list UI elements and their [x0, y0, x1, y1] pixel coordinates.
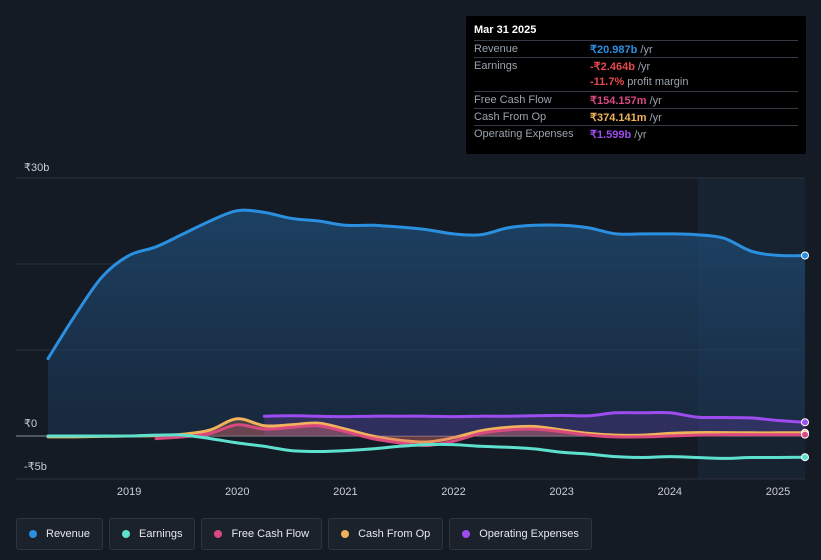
- legend-item-earnings[interactable]: Earnings: [109, 518, 196, 550]
- tooltip-label: Revenue: [474, 43, 519, 55]
- legend-item-operating-expenses[interactable]: Operating Expenses: [449, 518, 592, 550]
- tooltip-row-cfo: Cash From Op ₹374.141m /yr: [474, 108, 798, 126]
- earnings-end-marker: [801, 453, 809, 462]
- tooltip-row-fcf: Free Cash Flow ₹154.157m /yr: [474, 91, 798, 109]
- x-tick-label: 2020: [225, 486, 249, 498]
- legend-dot-icon: [122, 530, 131, 538]
- tooltip-label: Cash From Op: [474, 111, 547, 123]
- tooltip-value: ₹374.141m /yr: [590, 112, 662, 124]
- y-axis: ₹30b ₹0 -₹5b: [24, 162, 49, 473]
- legend-dot-icon: [29, 530, 37, 538]
- tooltip-value: ₹20.987b /yr: [590, 44, 653, 56]
- y-tick-label-bottom: -₹5b: [24, 461, 47, 473]
- tooltip-row-revenue: Revenue ₹20.987b /yr: [474, 40, 798, 58]
- operating-expenses-end-marker: [801, 418, 809, 427]
- tooltip-value: -₹2.464b /yr: [590, 61, 651, 73]
- tooltip-label: Free Cash Flow: [474, 94, 552, 106]
- x-axis: 2019 2020 2021 2022 2023 2024 2025: [117, 486, 790, 498]
- operating-expenses-area: [264, 412, 805, 436]
- tooltip-value: ₹154.157m /yr: [590, 95, 662, 107]
- legend: Revenue Earnings Free Cash Flow Cash Fro…: [16, 518, 592, 550]
- revenue-area: [48, 210, 805, 436]
- legend-dot-icon: [462, 530, 471, 538]
- x-tick-label: 2025: [766, 486, 790, 498]
- legend-label: Cash From Op: [358, 528, 431, 540]
- tooltip-panel: Mar 31 2025 Revenue ₹20.987b /yr Earning…: [466, 16, 806, 154]
- legend-item-free-cash-flow[interactable]: Free Cash Flow: [201, 518, 323, 550]
- tooltip-label: Operating Expenses: [474, 128, 574, 140]
- x-tick-label: 2023: [549, 486, 573, 498]
- tooltip-value: ₹1.599b /yr: [590, 129, 647, 141]
- revenue-end-marker: [801, 251, 809, 260]
- legend-label: Free Cash Flow: [231, 528, 310, 540]
- x-tick-label: 2024: [658, 486, 682, 498]
- operating-expenses-line: [262, 410, 807, 424]
- tooltip-value: -11.7% profit margin: [590, 76, 689, 88]
- y-tick-label-zero: ₹0: [24, 418, 37, 430]
- legend-dot-icon: [214, 530, 223, 538]
- free-cash-flow-area: [156, 424, 806, 446]
- legend-label: Earnings: [139, 528, 183, 540]
- legend-label: Operating Expenses: [479, 528, 579, 540]
- tooltip-row-opex: Operating Expenses ₹1.599b /yr: [474, 125, 798, 143]
- legend-item-cash-from-op[interactable]: Cash From Op: [328, 518, 444, 550]
- revenue-line: [46, 208, 807, 361]
- legend-label: Revenue: [46, 528, 91, 540]
- tooltip-label: Earnings: [474, 60, 518, 72]
- x-tick-label: 2019: [117, 486, 141, 498]
- legend-item-revenue[interactable]: Revenue: [16, 518, 104, 550]
- free-cash-flow-end-marker: [801, 430, 809, 439]
- x-tick-label: 2022: [441, 486, 465, 498]
- tooltip-row-earnings: Earnings -₹2.464b /yr: [474, 57, 798, 75]
- series-layer: [46, 208, 809, 462]
- earnings-line: [46, 433, 807, 460]
- free-cash-flow-line: [154, 423, 807, 448]
- y-tick-label-top: ₹30b: [24, 162, 49, 174]
- tooltip-date: Mar 31 2025: [474, 24, 537, 36]
- legend-dot-icon: [341, 530, 350, 538]
- x-tick-label: 2021: [333, 486, 357, 498]
- tooltip-row-margin: -11.7% profit margin: [474, 74, 798, 91]
